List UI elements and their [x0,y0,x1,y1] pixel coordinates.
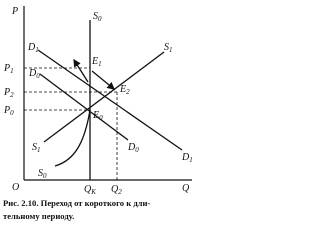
quantity-label: Q2 [111,184,122,196]
curve-label: S0 [93,11,102,23]
curve-label: S1 [32,142,41,154]
curve-label: S0 [38,168,47,180]
quantity-label: QK [84,184,96,196]
point-label: E0 [92,110,103,122]
axes [23,6,192,181]
price-label: P2 [3,87,14,99]
curve-label: D0 [127,142,139,154]
curve-label: S1 [164,42,173,54]
origin-label: O [12,182,19,193]
curve-label: D0 [28,68,40,80]
curve-label: D1 [181,152,193,164]
point-label: E1 [91,56,102,68]
x-axis-label: Q [182,183,190,194]
diagram: P O Q S0 S0 D1 D1 D0 D0 S1 S1 E1 E2 E0 P… [3,6,193,221]
price-label: P0 [3,105,14,117]
caption: тельному периоду. [3,211,74,221]
guides [24,67,118,180]
price-label: P1 [3,63,14,75]
curve-label: D1 [27,42,39,54]
caption: Рис. 2.10. Переход от короткого к дли- [3,198,150,208]
curves [37,20,183,180]
y-axis-label: P [11,6,18,17]
point-label: E2 [119,84,130,96]
